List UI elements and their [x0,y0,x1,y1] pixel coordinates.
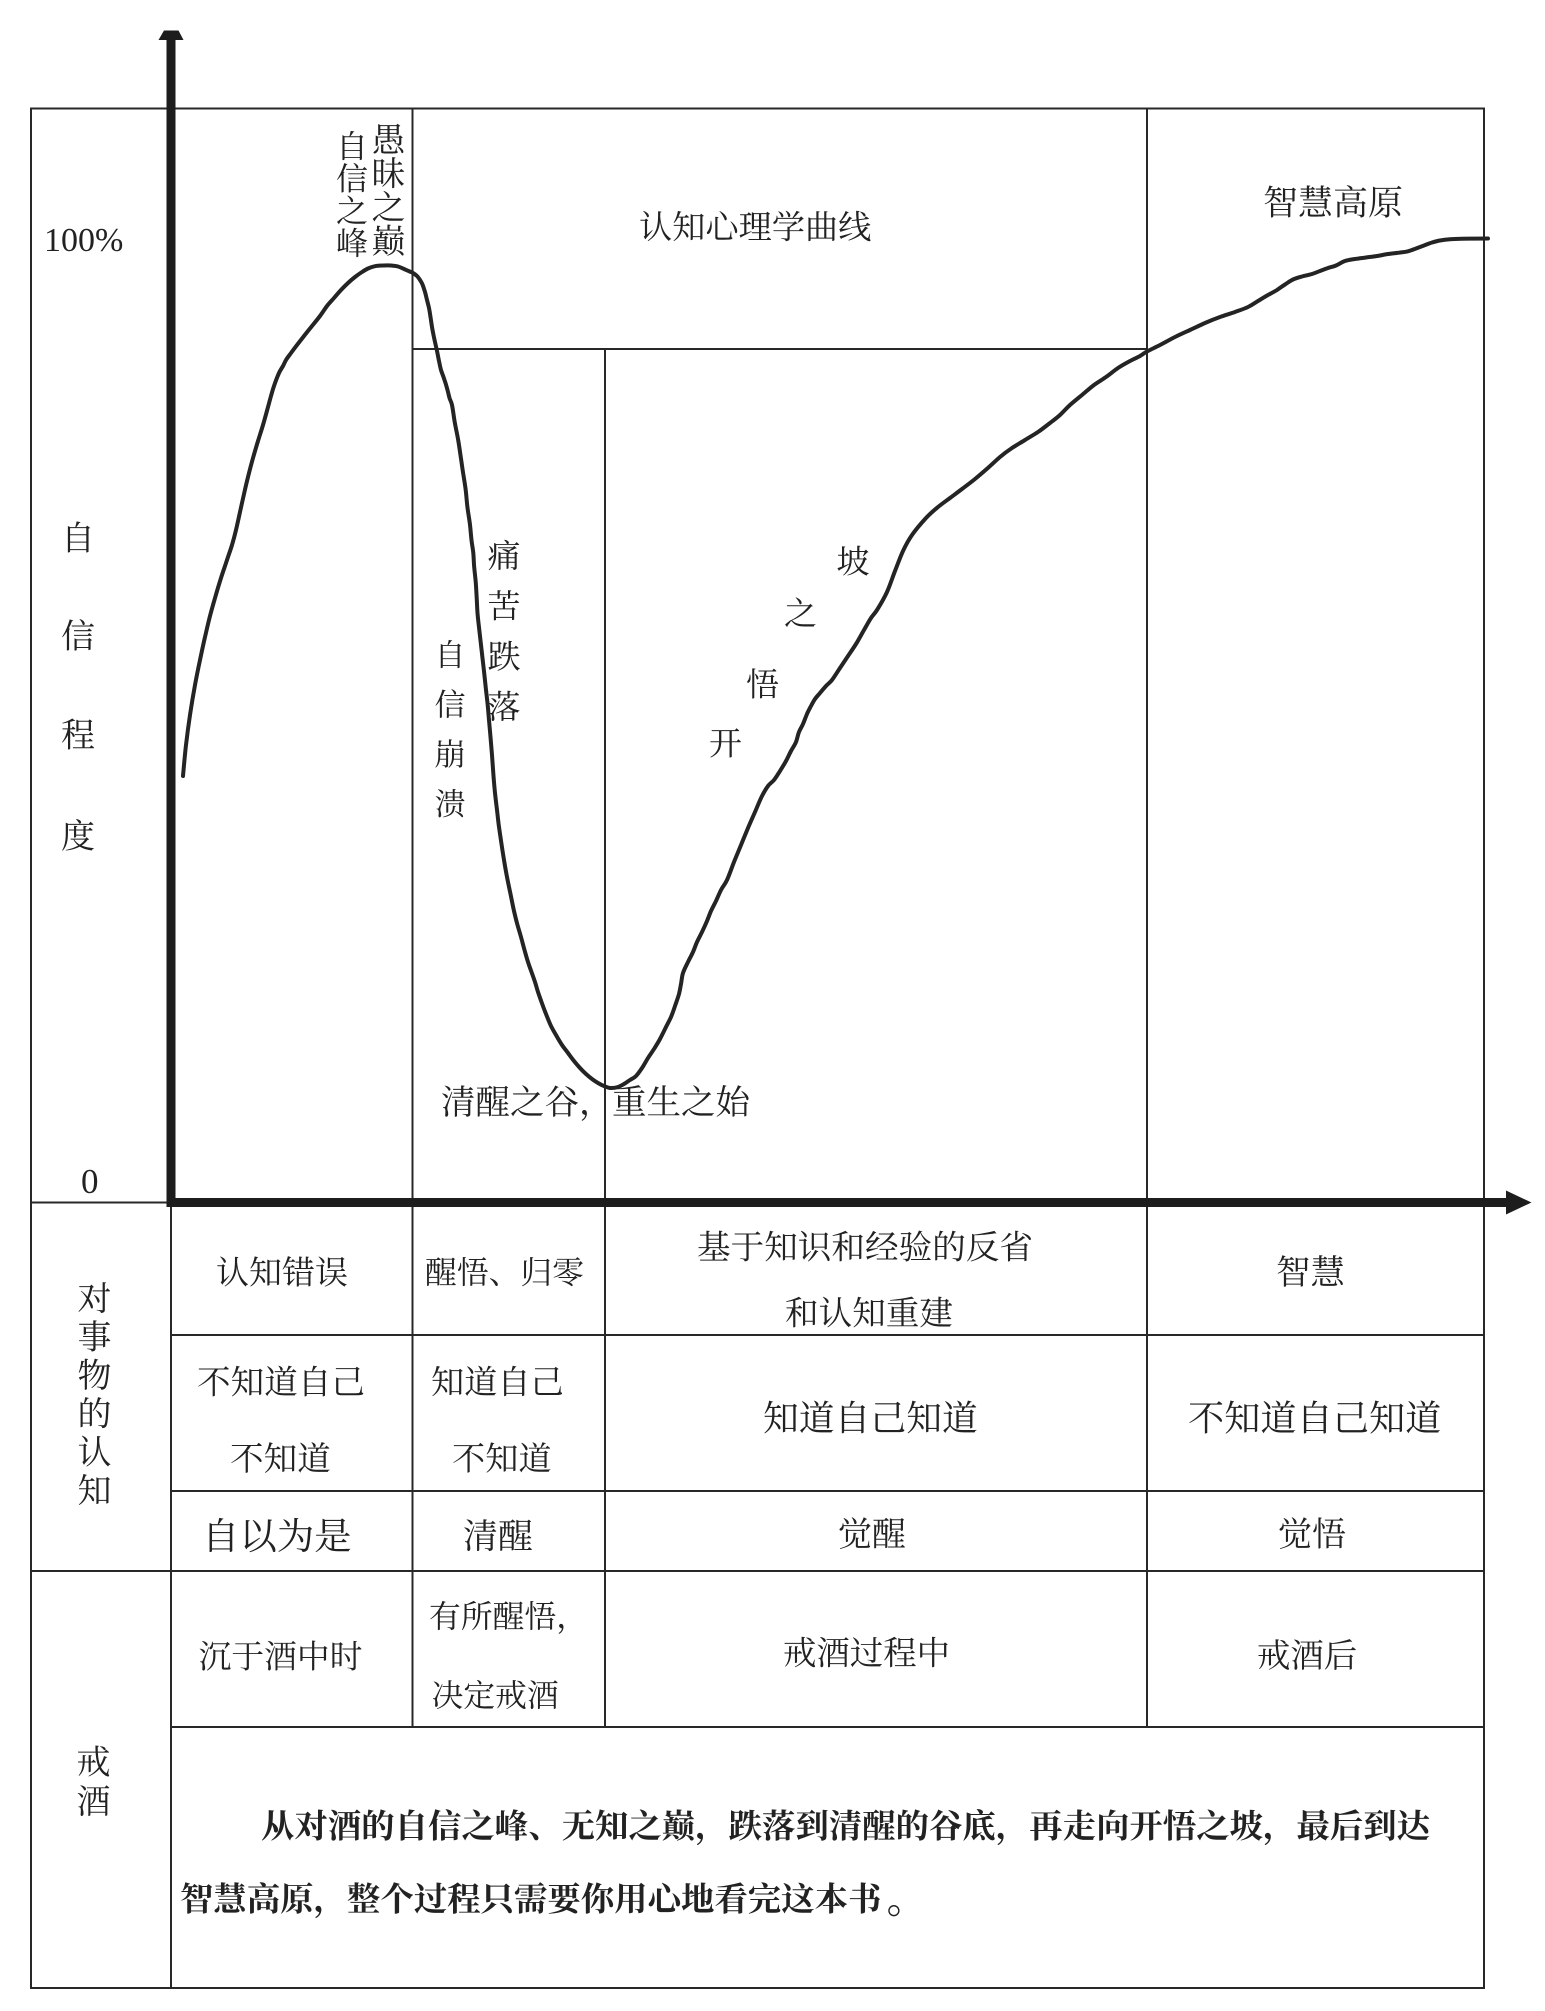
svg-text:0: 0 [81,1162,99,1201]
svg-text:100%: 100% [44,222,123,259]
